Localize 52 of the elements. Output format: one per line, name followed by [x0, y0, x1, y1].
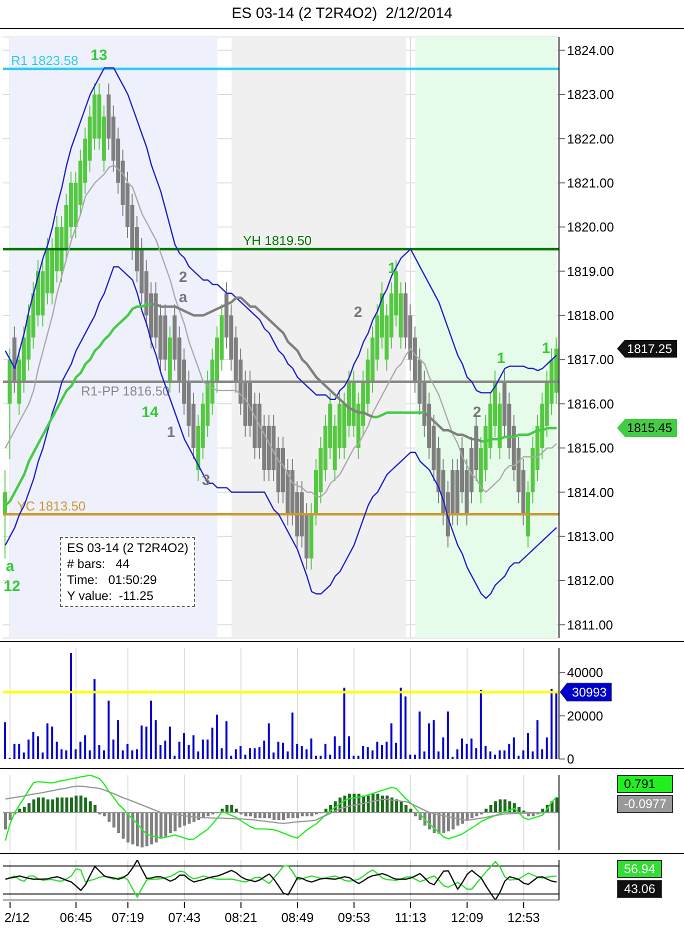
x-tick-label: 09:53 [338, 910, 370, 925]
y-tick-label: 1817.00 [567, 352, 614, 368]
text: 56.94 [617, 860, 662, 878]
y-tick-label: 1818.00 [567, 308, 614, 324]
annotation: Y value: -11.25 [67, 588, 154, 604]
x-tick-label: 07:19 [112, 910, 144, 925]
annotation: 13 [90, 47, 108, 65]
y-tick-label: 1814.00 [567, 484, 614, 500]
annotation: 2 [472, 404, 482, 422]
annotation: 1 [496, 350, 506, 368]
annotation: Time: 01:50:29 [67, 572, 158, 588]
x-tick-label: 07:43 [168, 910, 201, 925]
y-tick-label: 1821.00 [567, 175, 614, 190]
annotation: 1 [540, 340, 552, 358]
ref-line-label: R1 1823.58 [11, 52, 78, 68]
x-tick-label: 12:53 [507, 910, 540, 925]
x-tick-label: 2/12 [4, 910, 30, 925]
annotation: 14 [140, 404, 160, 422]
text: 43.06 [617, 880, 662, 898]
ref-line-label: 30993 [572, 686, 607, 700]
annotation: 12 [2, 578, 22, 596]
y-tick-label: 1823.00 [567, 87, 614, 102]
y-tick-label: 1820.00 [567, 220, 614, 235]
annotation: a [4, 558, 16, 576]
x-tick-label: 06:45 [60, 910, 92, 925]
text: -0.0977 [617, 795, 674, 813]
annotation: ES 03-14 (2 T2R4O2) [67, 540, 188, 556]
y-tick-label: 0 [567, 752, 574, 767]
y-tick-label: 1813.00 [567, 528, 614, 544]
y-tick-label: 1811.00 [567, 617, 614, 632]
annotation: 1 [166, 424, 176, 442]
y-tick-label: 20000 [567, 708, 604, 724]
text: 1815.45 [617, 419, 678, 437]
y-tick-label: 1824.00 [567, 42, 614, 58]
ref-line-label: YH 1819.50 [243, 233, 312, 248]
annotation: 2 [178, 269, 188, 287]
annotation: # bars: 44 [67, 556, 131, 572]
y-tick-label: 1816.00 [567, 396, 614, 412]
x-tick-label: 12:09 [450, 910, 484, 925]
y-tick-label: 40000 [567, 665, 604, 680]
text: 0.791 [617, 775, 674, 793]
x-tick-label: 11:13 [394, 910, 426, 925]
text: 1817.25 [617, 340, 678, 358]
x-tick-label: 08:21 [224, 910, 258, 925]
y-tick-label: 1815.00 [567, 440, 614, 456]
x-tick-label: 08:49 [281, 910, 314, 925]
annotation: a [178, 289, 188, 307]
annotation: 2 [352, 304, 364, 322]
y-tick-label: 1822.00 [567, 131, 614, 146]
y-tick-label: 1819.00 [567, 264, 614, 279]
y-tick-label: 1812.00 [567, 573, 614, 588]
chart-title: ES 03-14 (2 T2R4O2) 2/12/2014 [230, 4, 454, 24]
